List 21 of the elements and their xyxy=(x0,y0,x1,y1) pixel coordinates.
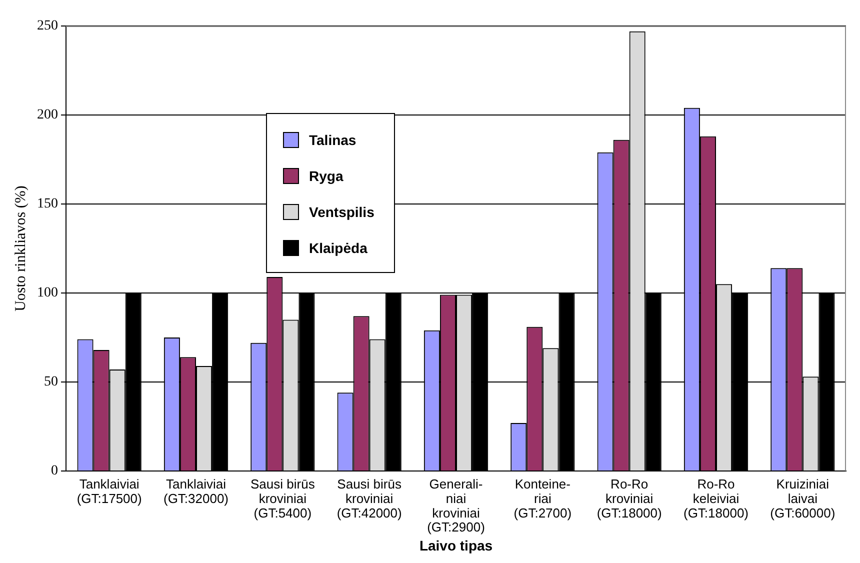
x-tick-label: Generali- niai kroviniai (GT:2900) xyxy=(427,476,485,535)
x-tick-label: Kruiziniai laivai (GT:60000) xyxy=(770,476,836,520)
y-tick-label: 100 xyxy=(37,286,58,301)
x-tick-label: Konteine- riai (GT:2700) xyxy=(514,476,572,520)
x-tick-label: Tanklaiviai (GT:17500) xyxy=(76,476,142,506)
legend-label: Talinas xyxy=(309,132,356,148)
y-tick-label: 0 xyxy=(51,464,58,479)
x-tick-label: Ro-Ro kroviniai (GT:18000) xyxy=(596,476,662,520)
x-tick-label: Sausi birūs kroviniai (GT:5400) xyxy=(250,476,316,520)
y-tick-label: 150 xyxy=(37,196,58,212)
x-axis-title: Laivo tipas xyxy=(419,537,493,554)
legend-label: Ventspilis xyxy=(309,204,374,220)
y-tick-label: 250 xyxy=(37,18,58,34)
y-axis-title: Uosto rinkliavos (%) xyxy=(12,186,29,312)
y-tick-label: 200 xyxy=(37,108,58,123)
y-tick-label: 50 xyxy=(44,374,58,390)
x-tick-label: Ro-Ro keleiviai (GT:18000) xyxy=(683,476,749,520)
x-tick-label: Tanklaiviai (GT:32000) xyxy=(163,476,229,506)
x-tick-label: Sausi birūs kroviniai (GT:42000) xyxy=(336,476,402,520)
legend-label: Klaipėda xyxy=(309,240,368,256)
legend-label: Ryga xyxy=(309,168,344,184)
